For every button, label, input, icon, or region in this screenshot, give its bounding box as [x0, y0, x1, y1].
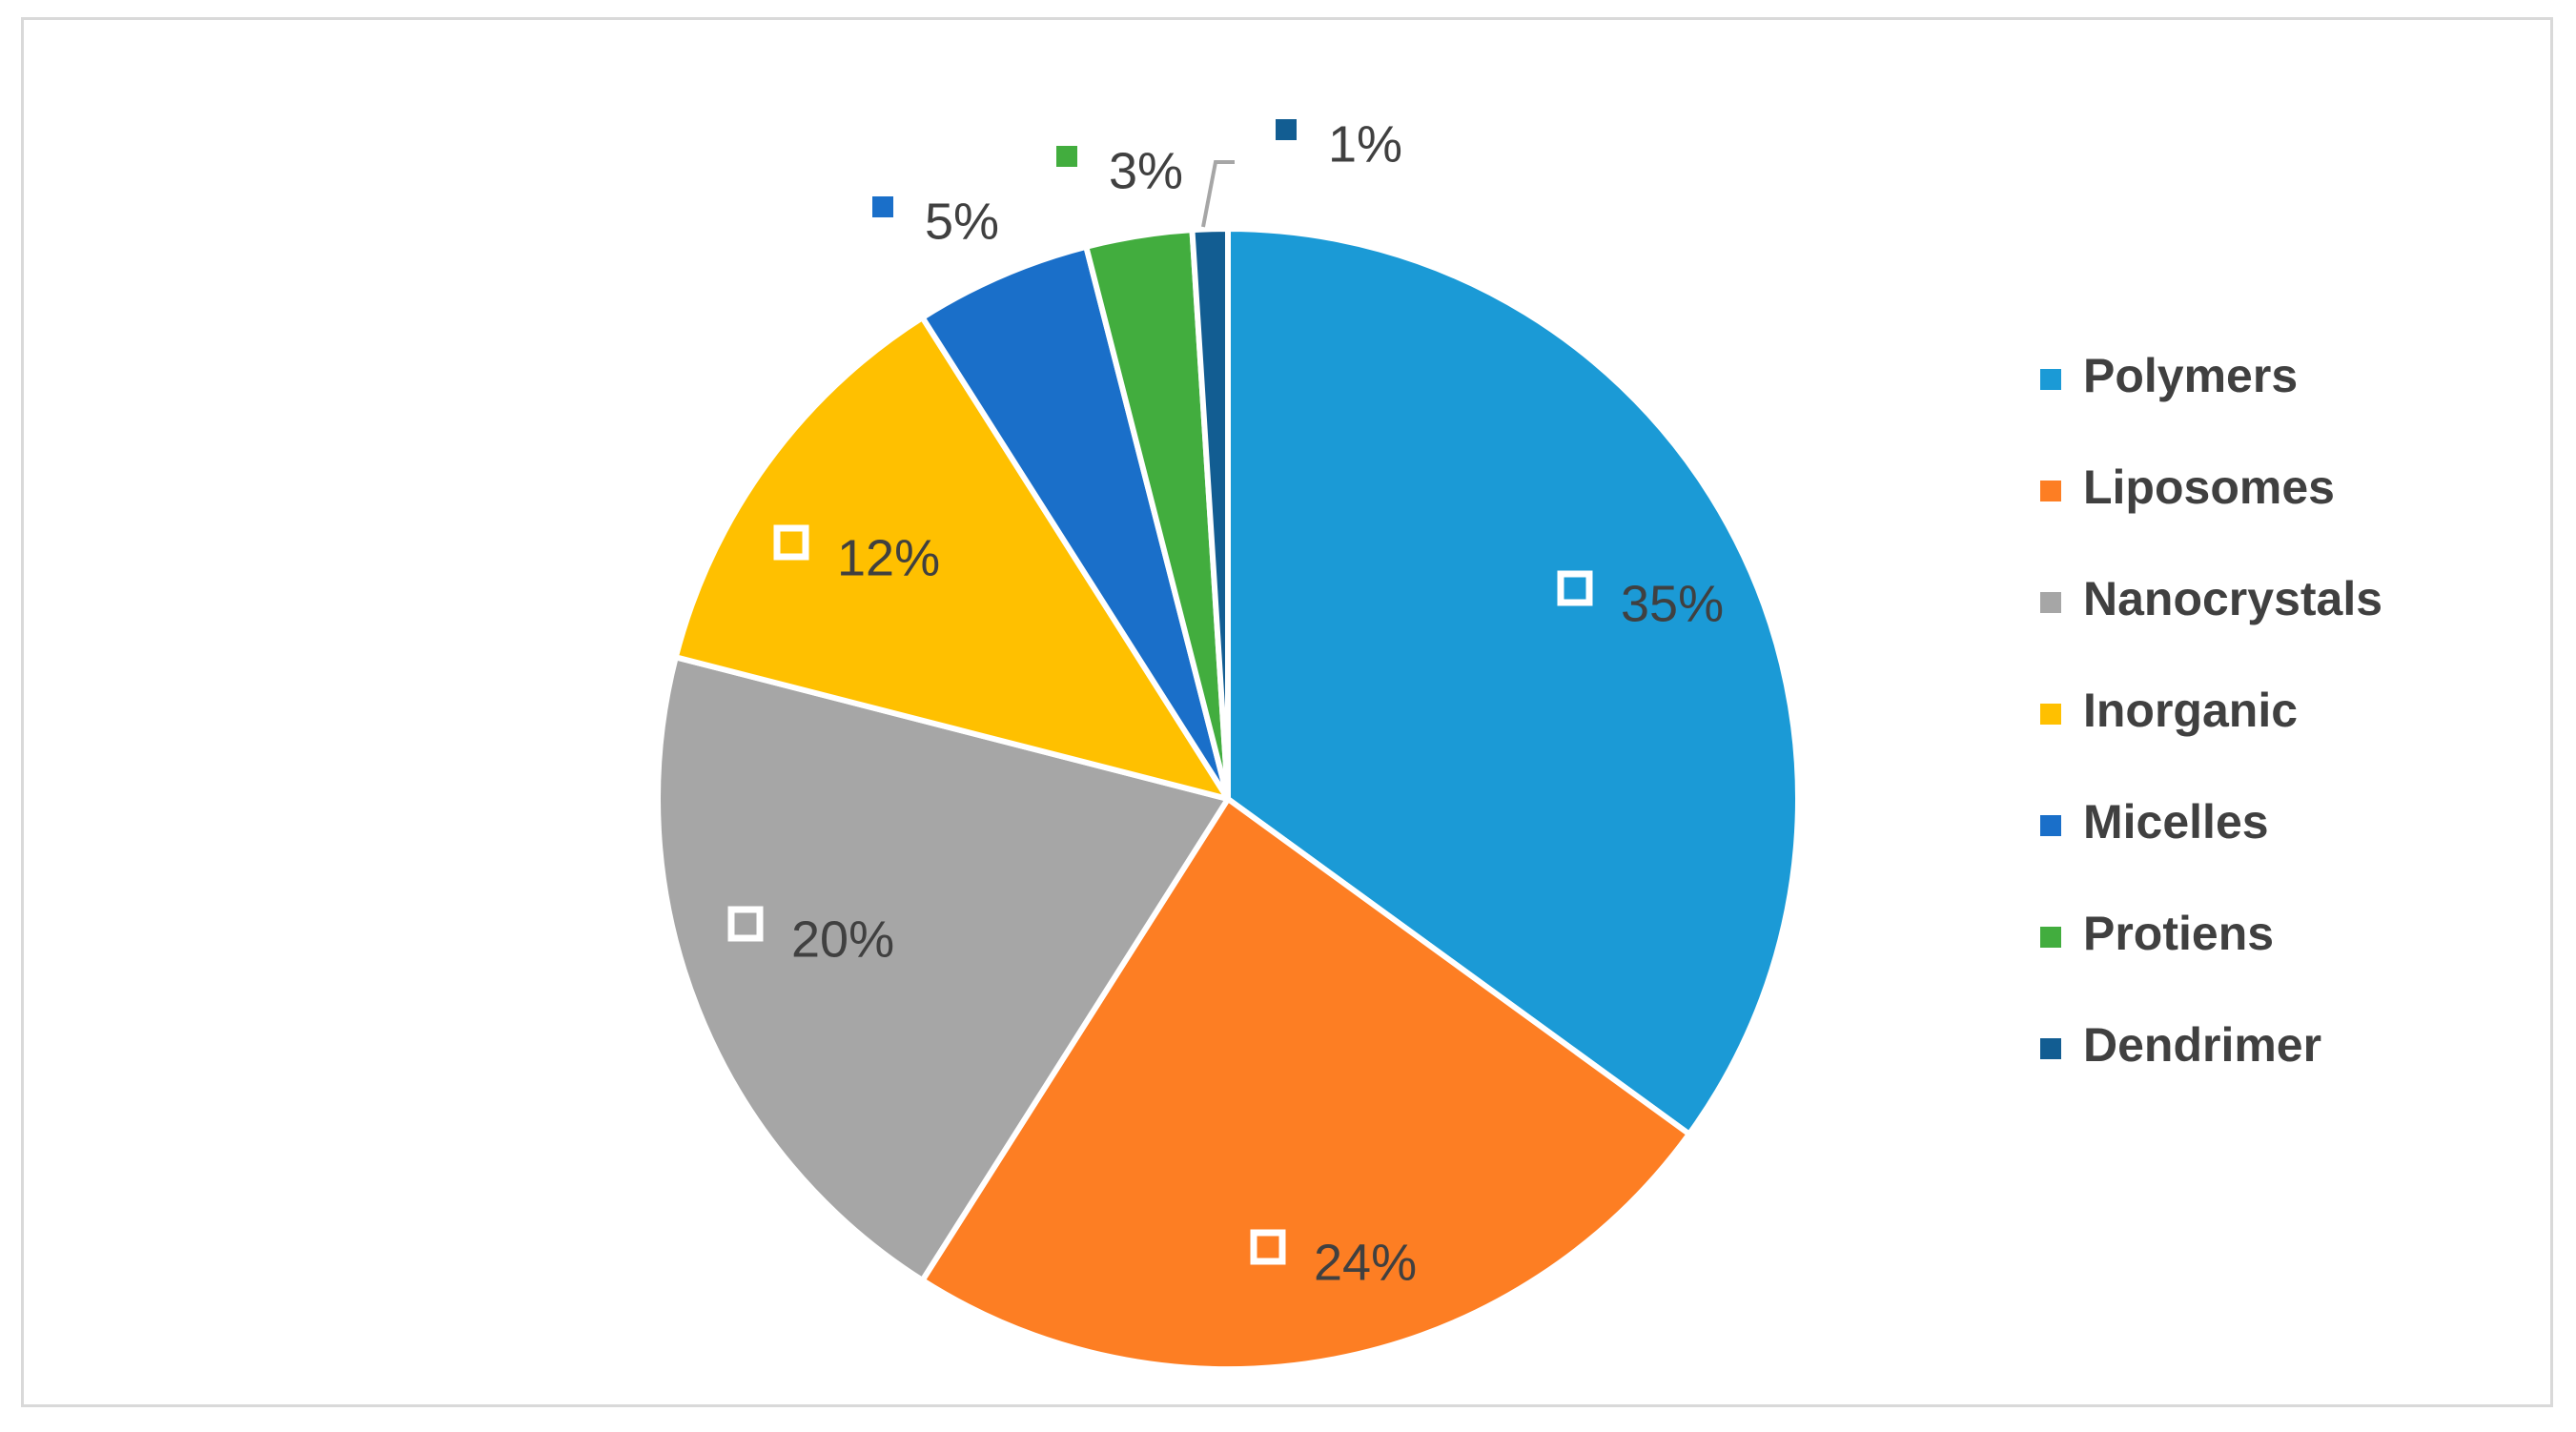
data-label-marker-inorganic [773, 524, 809, 561]
data-label-marker-nanocrystals [727, 906, 764, 942]
slice-liposomes [919, 796, 1692, 1372]
data-label-text-dendrimer: 1% [1328, 115, 1402, 173]
legend-swatch-nanocrystals [2040, 592, 2061, 613]
data-label-marker-protiens [1056, 146, 1077, 167]
data-label-text-nanocrystals: 20% [791, 910, 894, 968]
data-label-micelles: 5% [872, 193, 999, 250]
legend-swatch-inorganic [2040, 704, 2061, 725]
data-labels: 35% 24% 20% 12% 5% 3% 1% [727, 115, 1724, 1291]
legend-swatch-micelles [2040, 815, 2061, 836]
legend: Polymers Liposomes Nanocrystals Inorganic Mi… [2040, 349, 2382, 1072]
slice-inorganic [672, 315, 1231, 802]
legend-item-liposomes: Liposomes [2040, 460, 2335, 514]
data-label-marker-liposomes [1250, 1229, 1286, 1265]
data-label-marker-polymers [1557, 570, 1593, 606]
legend-item-nanocrystals: Nanocrystals [2040, 572, 2382, 625]
legend-label-inorganic: Inorganic [2083, 684, 2298, 737]
legend-label-polymers: Polymers [2083, 349, 2298, 402]
legend-label-liposomes: Liposomes [2083, 460, 2335, 514]
slice-nanocrystals [655, 654, 1231, 1283]
legend-swatch-dendrimer [2040, 1038, 2061, 1059]
leader-line-dendrimer [1201, 160, 1235, 228]
data-label-protiens: 3% [1056, 142, 1183, 199]
legend-item-dendrimer: Dendrimer [2040, 1018, 2321, 1072]
legend-label-micelles: Micelles [2083, 795, 2269, 849]
legend-label-dendrimer: Dendrimer [2083, 1018, 2321, 1072]
legend-swatch-polymers [2040, 369, 2061, 390]
data-label-marker-micelles [872, 196, 893, 217]
data-label-polymers: 35% [1557, 570, 1724, 632]
pie-slices [655, 226, 1801, 1372]
data-label-text-inorganic: 12% [837, 529, 940, 586]
data-label-text-liposomes: 24% [1314, 1234, 1417, 1291]
legend-item-inorganic: Inorganic [2040, 684, 2298, 737]
data-label-dendrimer: 1% [1276, 115, 1402, 173]
data-label-text-polymers: 35% [1621, 575, 1724, 632]
data-label-nanocrystals: 20% [727, 906, 894, 968]
slice-micelles [919, 243, 1231, 802]
legend-item-micelles: Micelles [2040, 795, 2269, 849]
legend-item-protiens: Protiens [2040, 907, 2274, 960]
legend-swatch-protiens [2040, 927, 2061, 948]
data-label-text-protiens: 3% [1109, 142, 1183, 199]
legend-label-nanocrystals: Nanocrystals [2083, 572, 2382, 625]
slice-dendrimer [1189, 226, 1231, 802]
legend-label-protiens: Protiens [2083, 907, 2274, 960]
legend-item-polymers: Polymers [2040, 349, 2298, 402]
data-label-liposomes: 24% [1250, 1229, 1417, 1291]
leader-lines [1201, 160, 1235, 228]
legend-swatch-liposomes [2040, 481, 2061, 501]
data-label-inorganic: 12% [773, 524, 940, 586]
slice-polymers [1225, 226, 1801, 1137]
data-label-marker-dendrimer [1276, 119, 1297, 140]
data-label-text-micelles: 5% [925, 193, 999, 250]
